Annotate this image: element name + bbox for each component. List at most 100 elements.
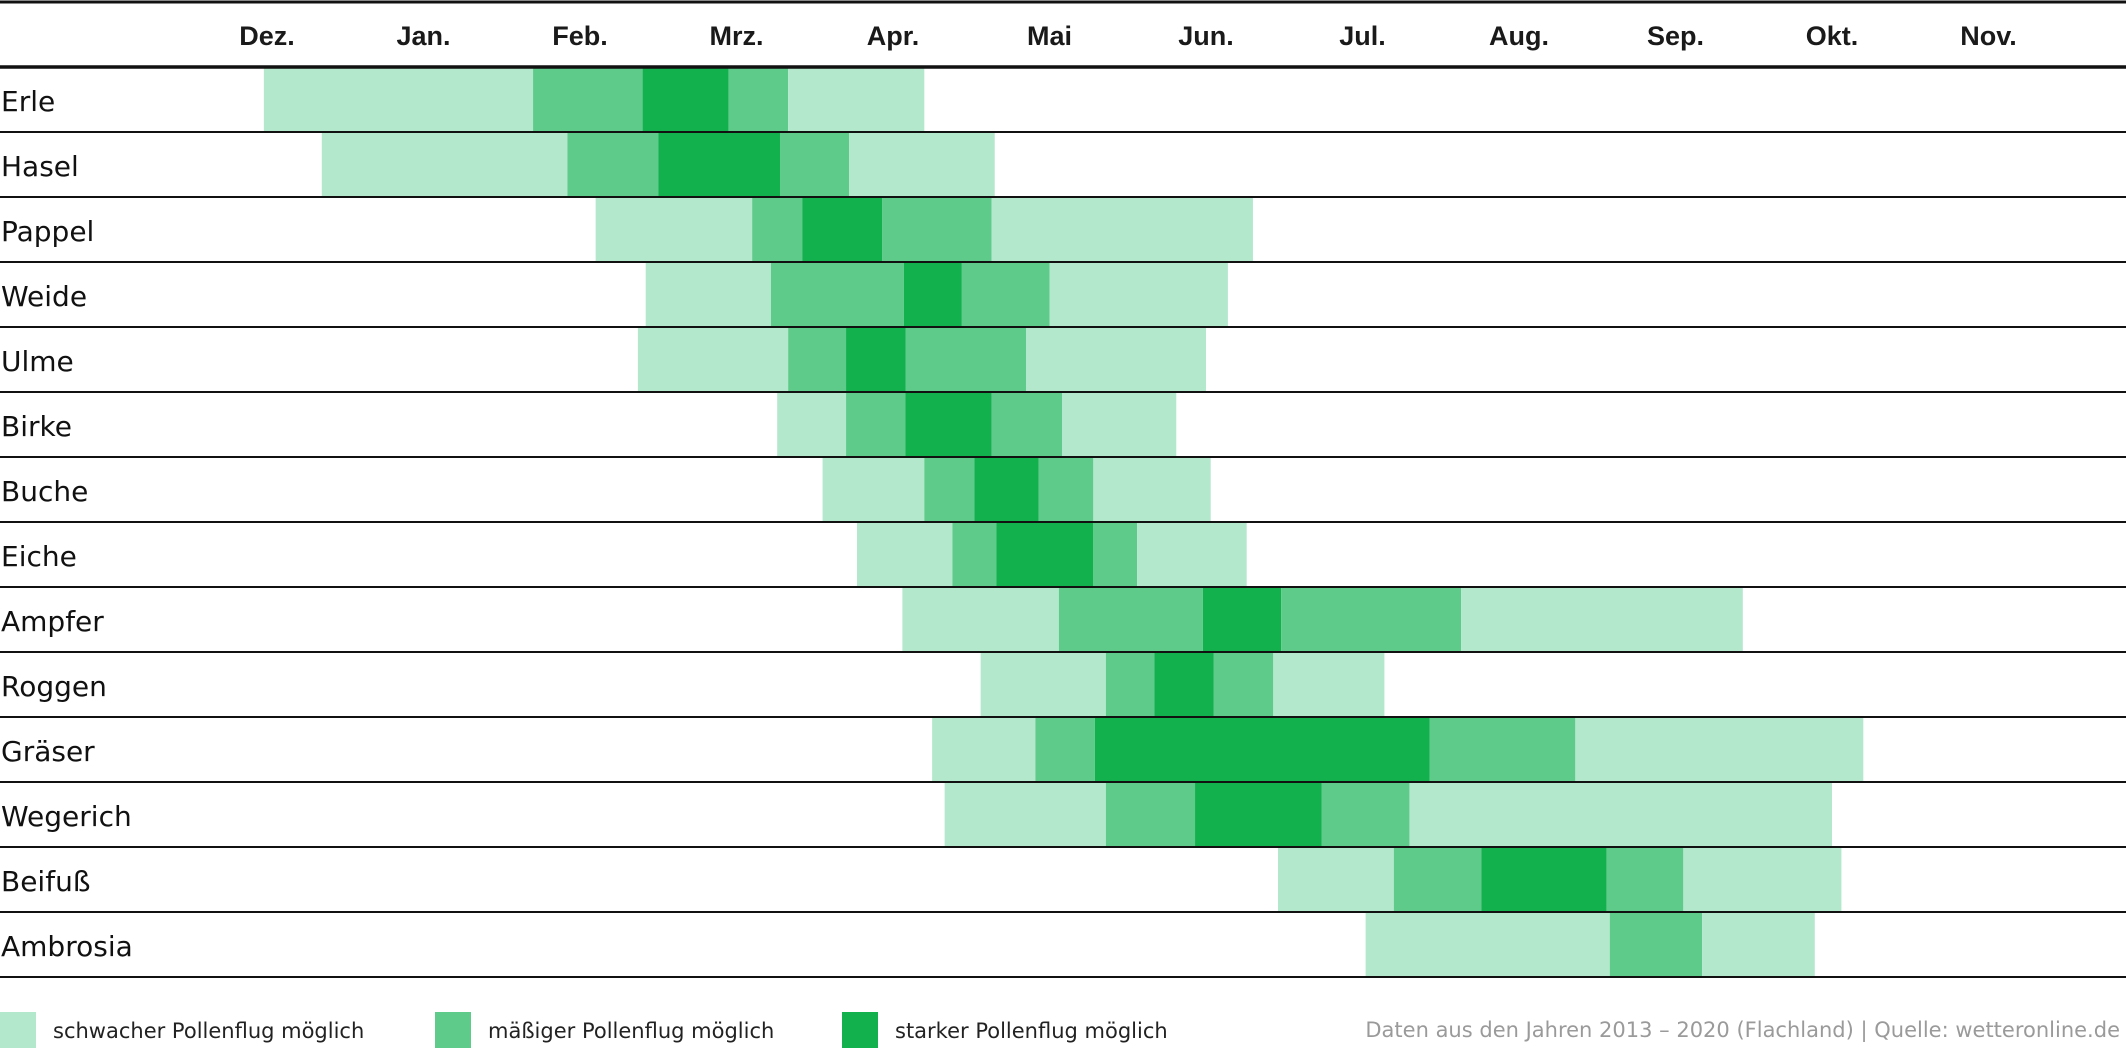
pollen-bar-weak (1461, 588, 1743, 651)
pollen-bar-strong (802, 198, 883, 261)
pollen-bar-weak (263, 68, 534, 131)
pollen-bar-weak (1365, 913, 1610, 976)
pollen-bar-moderate (1035, 718, 1095, 781)
pollen-bar-strong (1481, 848, 1607, 911)
pollen-bar-moderate (1609, 913, 1703, 976)
row-label: Ambrosia (1, 930, 133, 963)
pollen-bar-moderate (728, 68, 789, 131)
row-label: Pappel (1, 215, 94, 248)
grid-layer (0, 0, 2126, 978)
source-note: Daten aus den Jahren 2013 – 2020 (Flachl… (1365, 1018, 2120, 1043)
pollen-bar-weak (1026, 328, 1206, 391)
month-label: Apr. (867, 21, 920, 51)
pollen-bar-moderate (1038, 458, 1094, 521)
pollen-bar-weak (1062, 393, 1177, 456)
row-label: Buche (1, 475, 88, 508)
pollen-bar-moderate (1606, 848, 1684, 911)
row-label: Erle (1, 85, 55, 118)
pollen-bar-weak (849, 133, 995, 196)
row-label: Eiche (1, 540, 77, 573)
pollen-bar-weak (1702, 913, 1815, 976)
pollen-bar-moderate (924, 458, 975, 521)
pollen-bar-weak (857, 523, 953, 586)
bars-layer (263, 68, 1864, 976)
pollen-bar-strong (903, 263, 962, 326)
pollen-bar-weak (1049, 263, 1228, 326)
pollen-bar-strong (996, 523, 1094, 586)
month-label: Nov. (1960, 21, 2017, 51)
legend: schwacher Pollenflug möglich mäßiger Poll… (0, 1012, 1168, 1048)
pollen-bar-strong (1094, 718, 1430, 781)
pollen-bar-weak (1277, 848, 1394, 911)
pollen-bar-strong (1202, 588, 1282, 651)
pollen-bar-weak (1683, 848, 1842, 911)
pollen-bar-weak (788, 68, 925, 131)
pollen-bar-weak (645, 263, 771, 326)
pollen-bar-moderate (752, 198, 803, 261)
pollen-bar-moderate (567, 133, 659, 196)
month-axis: Dez. Jan. Feb. Mrz. Apr. Mai Jun. Jul. Aug. Sep. O… (239, 21, 2017, 51)
row-label: Roggen (1, 670, 107, 703)
pollen-bar-strong (642, 68, 729, 131)
row-label: Birke (1, 410, 72, 443)
pollen-bar-weak (980, 653, 1106, 716)
pollen-bar-strong (974, 458, 1039, 521)
month-label: Jun. (1178, 21, 1234, 51)
pollen-bar-moderate (961, 263, 1050, 326)
pollen-bar-weak (637, 328, 789, 391)
pollen-bar-moderate (1105, 783, 1196, 846)
pollen-bar-weak (595, 198, 753, 261)
row-label: Gräser (1, 735, 95, 768)
pollen-bar-moderate (533, 68, 643, 131)
legend-swatch-moderate (435, 1012, 471, 1048)
row-label: Beifuß (1, 865, 90, 898)
pollen-bar-weak (902, 588, 1059, 651)
pollen-bar-weak (1575, 718, 1864, 781)
pollen-bar-strong (658, 133, 781, 196)
pollen-bar-weak (1273, 653, 1385, 716)
pollen-bar-moderate (1429, 718, 1576, 781)
pollen-bar-weak (822, 458, 925, 521)
month-label: Aug. (1489, 21, 1549, 51)
pollen-bar-moderate (780, 133, 850, 196)
month-label: Okt. (1806, 21, 1859, 51)
pollen-bar-moderate (1213, 653, 1274, 716)
pollen-bar-strong (1154, 653, 1214, 716)
pollen-bar-moderate (882, 198, 992, 261)
row-label: Wegerich (1, 800, 132, 833)
month-label: Sep. (1647, 21, 1704, 51)
row-label: Ampfer (1, 605, 104, 638)
pollen-bar-strong (1195, 783, 1322, 846)
pollen-bar-moderate (770, 263, 904, 326)
legend-swatch-weak (0, 1012, 36, 1048)
month-label: Jan. (396, 21, 450, 51)
legend-swatch-strong (842, 1012, 878, 1048)
month-label: Mai (1027, 21, 1072, 51)
pollen-bar-moderate (846, 393, 906, 456)
pollen-bar-strong (846, 328, 906, 391)
pollen-bar-moderate (991, 393, 1063, 456)
pollen-bar-moderate (952, 523, 997, 586)
pollen-bar-moderate (1093, 523, 1138, 586)
row-labels: Erle Hasel Pappel Weide Ulme Birke Buche Eiche A… (1, 85, 133, 963)
pollen-bar-weak (777, 393, 847, 456)
pollen-bar-strong (905, 393, 992, 456)
pollen-bar-weak (1137, 523, 1247, 586)
pollen-bar-weak (991, 198, 1253, 261)
pollen-bar-moderate (1105, 653, 1155, 716)
pollen-bar-weak (1093, 458, 1211, 521)
month-label: Jul. (1339, 21, 1386, 51)
pollen-bar-moderate (1321, 783, 1410, 846)
legend-label-weak: schwacher Pollenflug möglich (53, 1019, 364, 1043)
pollen-bar-moderate (1281, 588, 1462, 651)
pollen-bar-moderate (1393, 848, 1482, 911)
legend-label-strong: starker Pollenflug möglich (895, 1019, 1168, 1043)
row-label: Hasel (1, 150, 79, 183)
pollen-bar-moderate (905, 328, 1027, 391)
pollen-bar-weak (932, 718, 1036, 781)
pollen-bar-weak (944, 783, 1106, 846)
row-label: Ulme (1, 345, 74, 378)
month-label: Feb. (552, 21, 608, 51)
pollen-bar-moderate (1058, 588, 1203, 651)
